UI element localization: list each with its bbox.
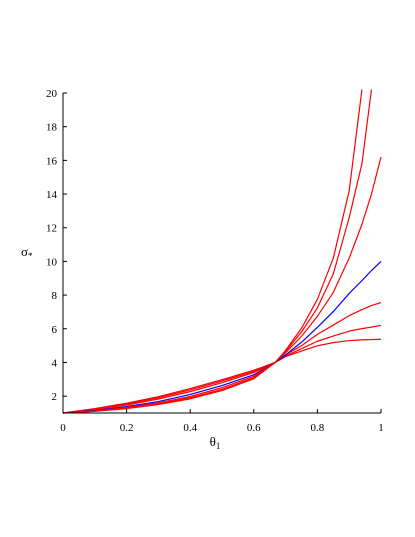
- y-tick-label: 4: [52, 357, 58, 369]
- series-line-1: [62, 338, 382, 414]
- series-line-7: [62, 89, 363, 414]
- y-tick-label: 2: [52, 391, 58, 403]
- x-tick-label: 0: [60, 422, 66, 434]
- x-axis-label: θ1: [210, 434, 221, 451]
- series-line-5: [62, 156, 382, 414]
- series-line-2: [62, 324, 382, 414]
- y-tick-label: 20: [46, 88, 58, 100]
- y-tick-label: 18: [46, 122, 58, 134]
- y-tick-label: 14: [46, 189, 58, 201]
- x-tick-label: 0.8: [311, 422, 325, 434]
- x-tick-label: 1: [378, 422, 384, 434]
- x-tick-label: 0.2: [120, 422, 134, 434]
- x-ticks: 0 0.2 0.4 0.6 0.8 1: [60, 409, 384, 434]
- y-tick-label: 12: [46, 223, 57, 235]
- series-line-6: [62, 89, 373, 414]
- x-tick-label: 0.4: [183, 422, 197, 434]
- y-axis-label: σ*: [21, 244, 33, 261]
- series-line-3: [62, 301, 382, 414]
- y-tick-label: 16: [46, 155, 58, 167]
- series-layer: [62, 89, 382, 414]
- x-tick-label: 0.6: [247, 422, 261, 434]
- y-ticks: 2 4 6 8 10 12 14 16 18 20: [46, 88, 67, 403]
- y-tick-label: 8: [52, 290, 58, 302]
- y-tick-label: 6: [52, 324, 58, 336]
- series-line-4: [62, 260, 382, 414]
- y-tick-label: 10: [46, 256, 58, 268]
